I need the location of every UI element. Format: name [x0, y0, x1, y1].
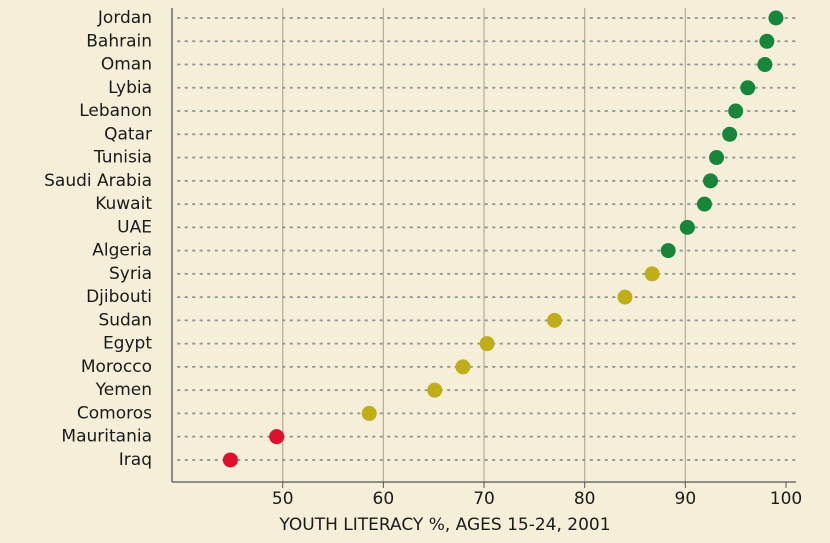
y-tick-label: Saudi Arabia	[44, 171, 152, 191]
dot	[728, 103, 744, 119]
y-tick-label: Egypt	[103, 334, 152, 354]
dot	[617, 289, 633, 305]
y-tick-label: Qatar	[104, 124, 152, 144]
dot	[768, 10, 784, 26]
x-tick-label: 90	[675, 489, 697, 509]
dot	[703, 173, 719, 189]
y-tick-label: Comoros	[77, 403, 152, 423]
dot	[709, 150, 725, 166]
dot	[479, 336, 495, 352]
y-tick-label: Djibouti	[86, 287, 152, 307]
dot	[546, 312, 562, 328]
y-tick-label: Mauritania	[61, 427, 152, 447]
dot	[696, 196, 712, 212]
dot	[361, 405, 377, 421]
dot	[722, 126, 738, 142]
y-tick-label: Oman	[101, 55, 152, 75]
dot	[269, 429, 285, 445]
x-axis-label: YOUTH LITERACY %, AGES 15-24, 2001	[278, 515, 610, 535]
y-tick-label: Algeria	[92, 241, 152, 261]
y-tick-label: Jordan	[97, 8, 152, 28]
dot	[427, 382, 443, 398]
x-tick-label: 60	[373, 489, 395, 509]
y-tick-label: Bahrain	[86, 31, 152, 51]
dot	[660, 243, 676, 259]
x-tick-label: 50	[272, 489, 294, 509]
dot	[740, 80, 756, 96]
dot	[222, 452, 238, 468]
dot	[455, 359, 471, 375]
y-tick-label: Sudan	[98, 310, 152, 330]
dot	[759, 33, 775, 49]
y-tick-label: Iraq	[119, 450, 152, 470]
y-tick-label: Tunisia	[93, 148, 152, 168]
x-tick-label: 80	[574, 489, 596, 509]
dot	[757, 57, 773, 73]
x-tick-label: 100	[770, 489, 802, 509]
y-tick-label: Lybia	[108, 78, 152, 98]
y-tick-label: Morocco	[81, 357, 152, 377]
y-tick-label: Yemen	[95, 380, 152, 400]
x-tick-label: 70	[473, 489, 495, 509]
y-tick-label: Kuwait	[95, 194, 152, 214]
y-tick-label: UAE	[117, 217, 152, 237]
dot	[644, 266, 660, 282]
dot	[679, 219, 695, 235]
y-tick-label: Syria	[109, 264, 152, 284]
y-tick-label: Lebanon	[79, 101, 152, 121]
